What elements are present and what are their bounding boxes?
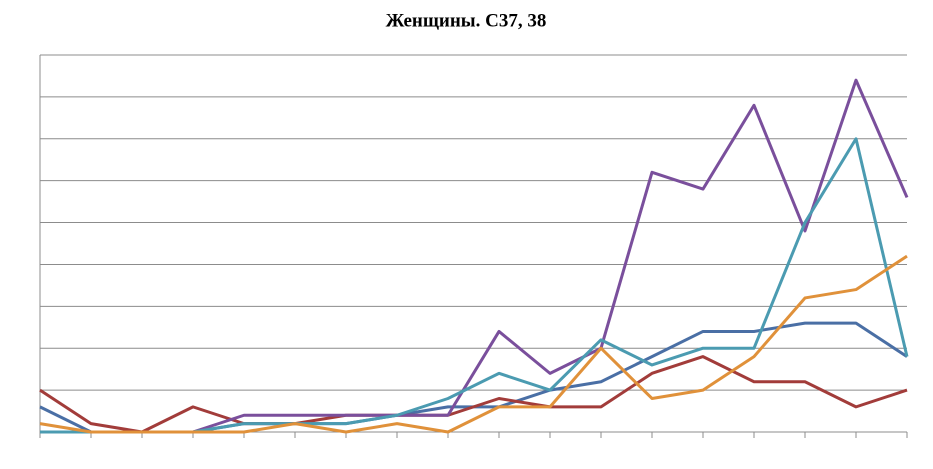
series-line <box>192 78 909 434</box>
series-line <box>39 254 908 434</box>
chart-title: Женщины. C37, 38 <box>386 10 547 31</box>
series-line <box>39 355 908 434</box>
series-line <box>39 321 908 434</box>
series-line <box>40 137 909 434</box>
